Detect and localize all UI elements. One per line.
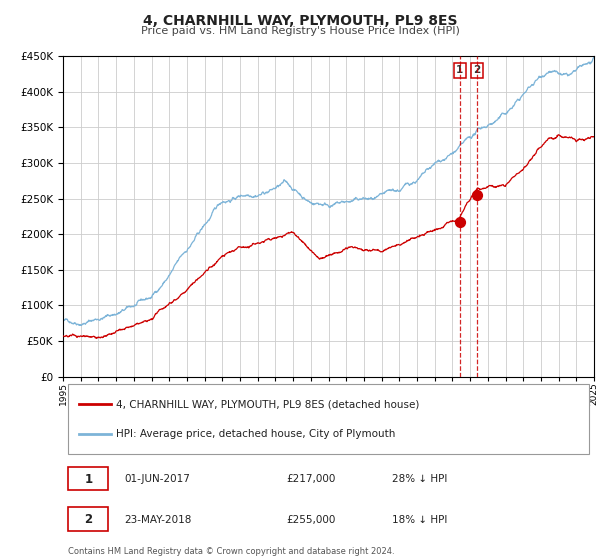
FancyBboxPatch shape xyxy=(68,384,589,454)
Text: 4, CHARNHILL WAY, PLYMOUTH, PL9 8ES (detached house): 4, CHARNHILL WAY, PLYMOUTH, PL9 8ES (det… xyxy=(116,399,419,409)
Text: 2: 2 xyxy=(473,66,481,76)
Point xyxy=(472,190,482,199)
Text: Price paid vs. HM Land Registry's House Price Index (HPI): Price paid vs. HM Land Registry's House … xyxy=(140,26,460,36)
Point xyxy=(455,218,464,227)
Text: 01-JUN-2017: 01-JUN-2017 xyxy=(124,474,190,484)
Text: Contains HM Land Registry data © Crown copyright and database right 2024.: Contains HM Land Registry data © Crown c… xyxy=(68,547,395,556)
FancyBboxPatch shape xyxy=(68,466,108,491)
Text: 23-MAY-2018: 23-MAY-2018 xyxy=(124,515,191,525)
Text: £217,000: £217,000 xyxy=(286,474,335,484)
Text: 18% ↓ HPI: 18% ↓ HPI xyxy=(392,515,448,525)
Text: 1: 1 xyxy=(456,66,463,76)
Text: 28% ↓ HPI: 28% ↓ HPI xyxy=(392,474,448,484)
Text: 1: 1 xyxy=(85,473,92,486)
Text: £255,000: £255,000 xyxy=(286,515,335,525)
Text: 4, CHARNHILL WAY, PLYMOUTH, PL9 8ES: 4, CHARNHILL WAY, PLYMOUTH, PL9 8ES xyxy=(143,14,457,28)
Text: HPI: Average price, detached house, City of Plymouth: HPI: Average price, detached house, City… xyxy=(116,428,395,438)
FancyBboxPatch shape xyxy=(68,507,108,531)
Text: 2: 2 xyxy=(85,513,92,526)
